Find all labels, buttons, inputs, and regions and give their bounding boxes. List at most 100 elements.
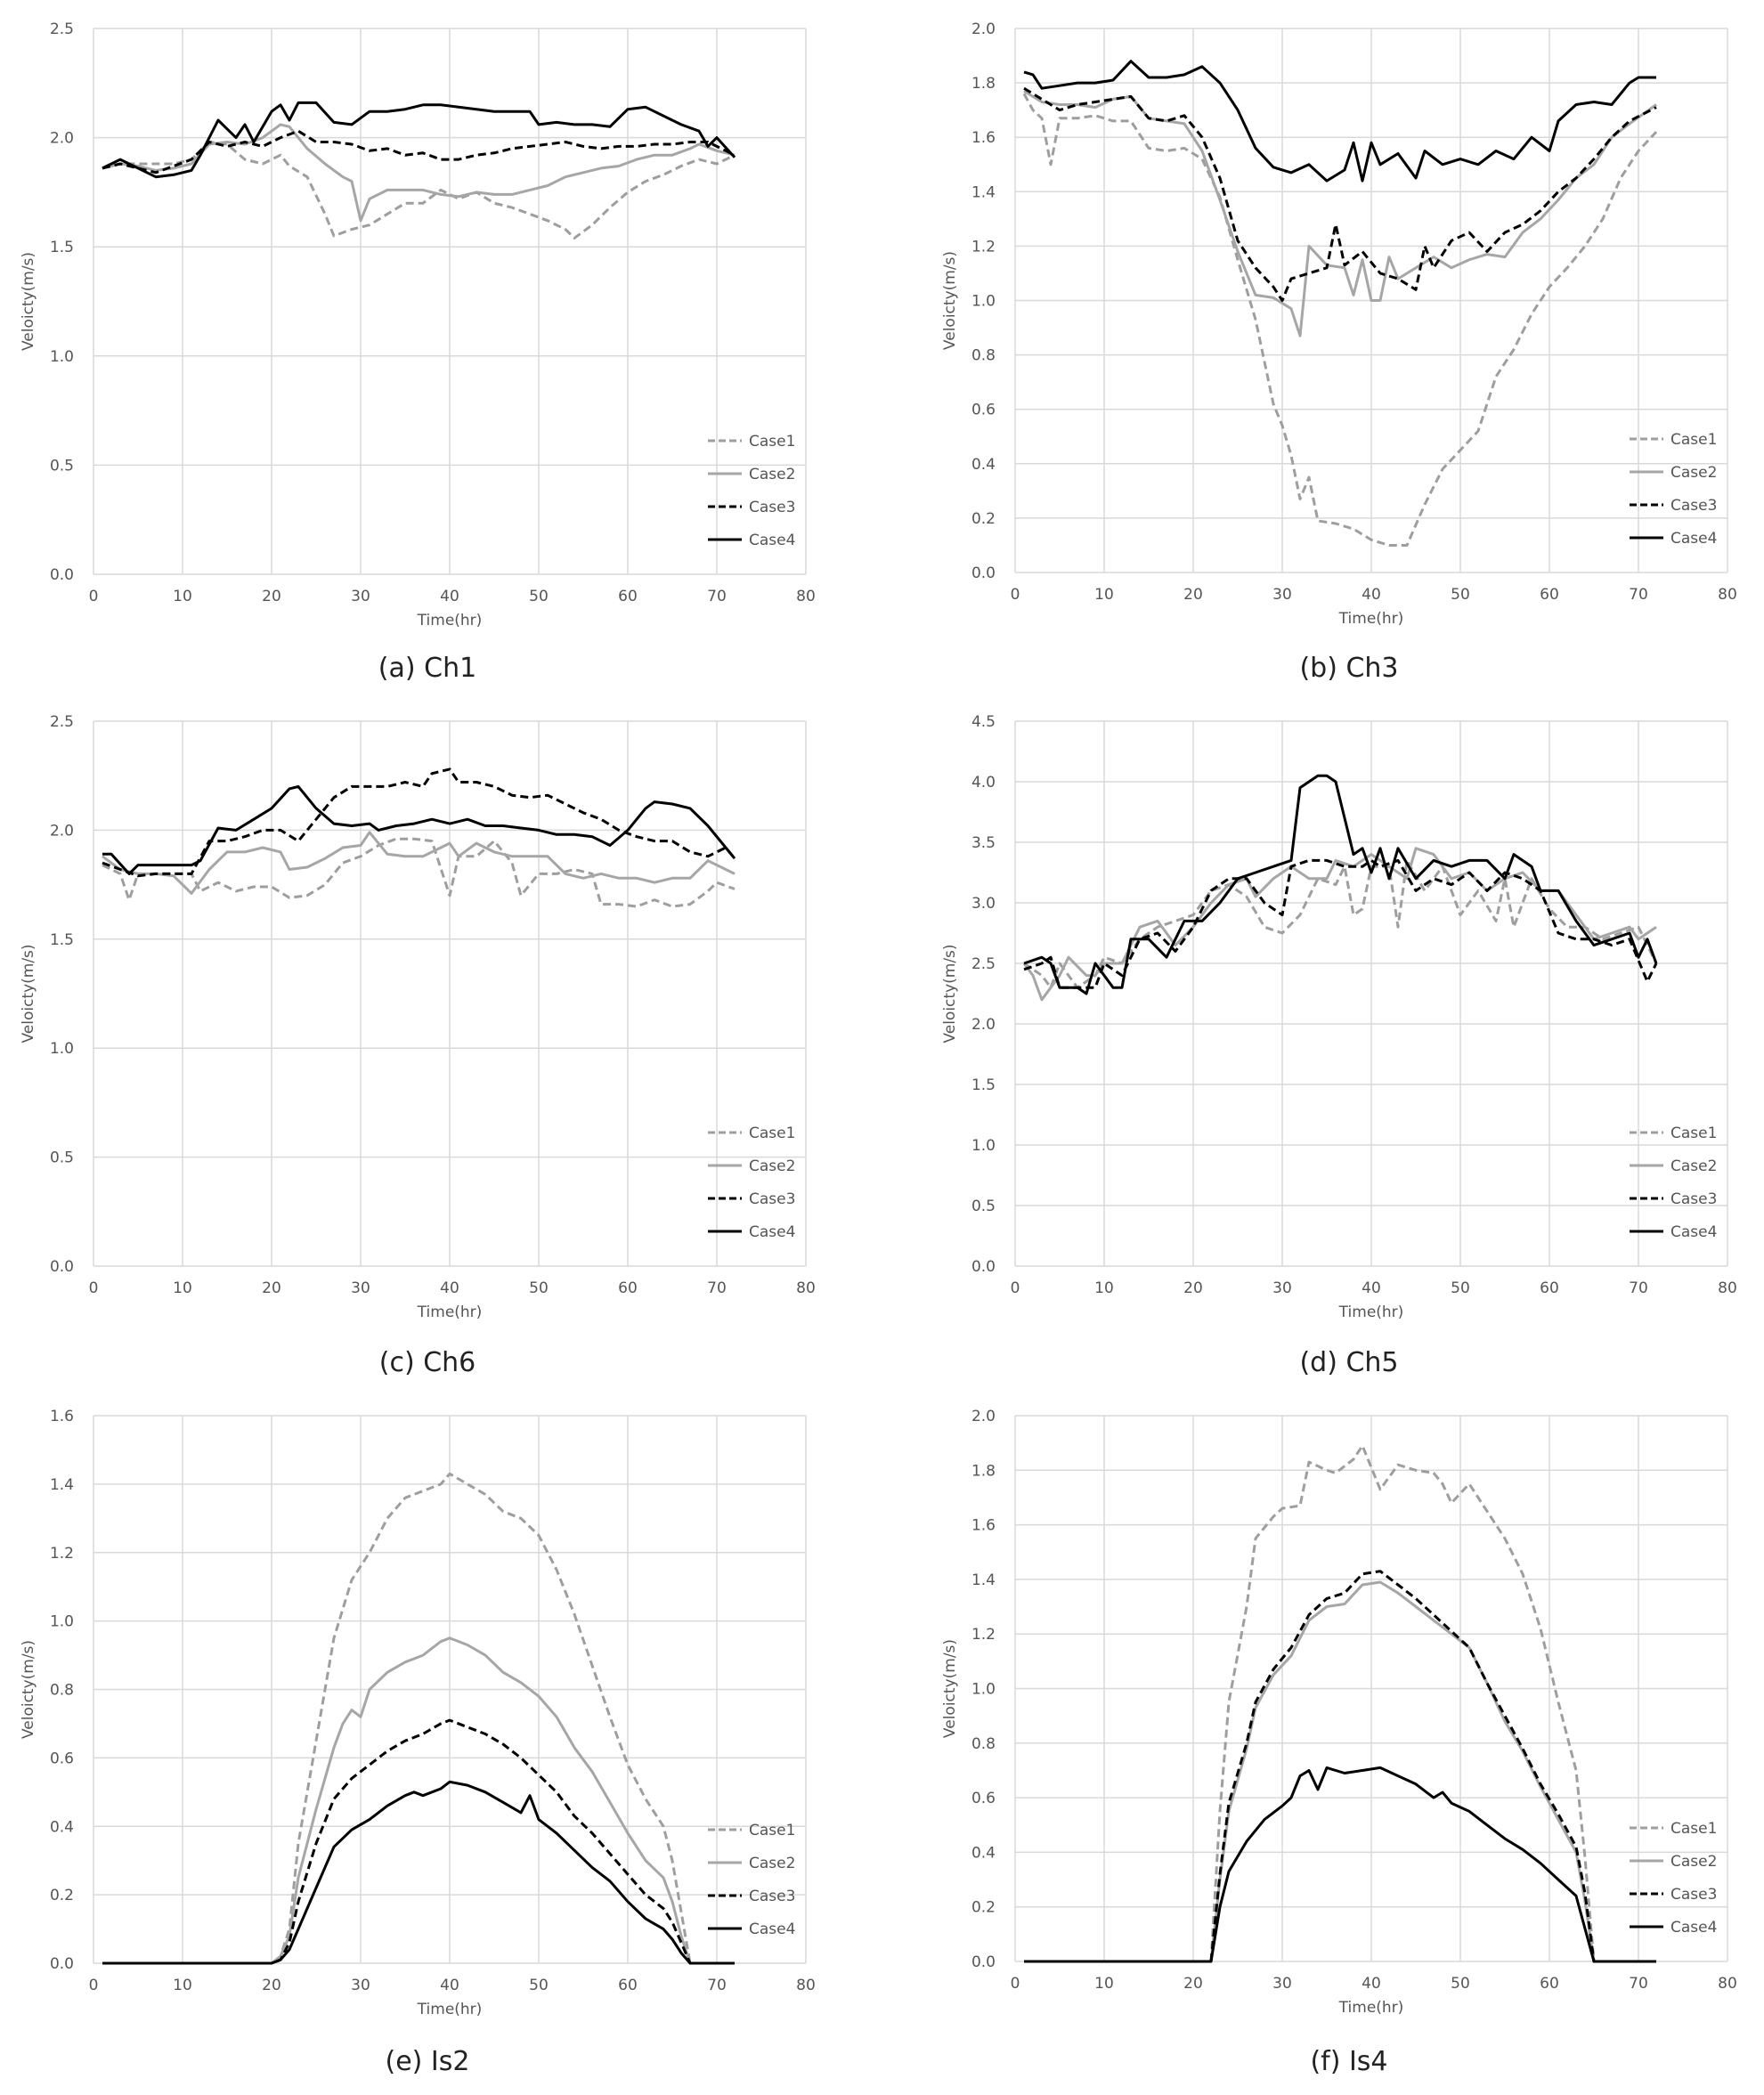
y-tick-label: 1.2 xyxy=(971,1626,996,1644)
x-tick-label: 40 xyxy=(440,1279,459,1297)
y-tick-label: 2.0 xyxy=(971,1408,996,1425)
legend-label-case3: Case3 xyxy=(749,1888,795,1905)
x-tick-label: 60 xyxy=(1540,1279,1559,1297)
x-tick-label: 0 xyxy=(1011,1279,1020,1297)
y-tick-label: 1.6 xyxy=(971,129,996,147)
y-tick-label: 0.8 xyxy=(971,347,996,365)
x-tick-label: 50 xyxy=(529,1279,549,1297)
y-tick-label: 0.4 xyxy=(971,1844,996,1862)
legend-label-case2: Case2 xyxy=(749,466,795,483)
legend-label-case3: Case3 xyxy=(1671,497,1717,515)
x-tick-label: 60 xyxy=(1540,1975,1559,1993)
y-tick-label: 1.4 xyxy=(971,183,996,201)
series-line-case1 xyxy=(102,141,736,240)
y-tick-label: 1.8 xyxy=(971,1462,996,1480)
x-tick-label: 60 xyxy=(618,1279,638,1297)
series-line-case1 xyxy=(1023,858,1658,989)
y-axis-label: Veloicty(m/s) xyxy=(941,1639,959,1738)
legend-label-case1: Case1 xyxy=(749,1822,795,1839)
y-tick-label: 4.5 xyxy=(971,713,996,731)
x-tick-label: 20 xyxy=(262,1279,281,1297)
y-tick-label: 0.5 xyxy=(971,1198,996,1215)
series-line-case2 xyxy=(1023,90,1657,337)
x-axis-label: Time(hr) xyxy=(417,612,483,629)
x-tick-label: 50 xyxy=(1451,1975,1470,1993)
x-tick-label: 80 xyxy=(1718,1279,1737,1297)
legend-label-case3: Case3 xyxy=(749,1190,795,1208)
panel-caption: (f) Is4 xyxy=(1310,2046,1387,2077)
legend-label-case1: Case1 xyxy=(1671,1125,1717,1142)
y-tick-label: 0.2 xyxy=(971,1899,996,1917)
y-tick-label: 2.5 xyxy=(50,20,74,38)
y-tick-label: 1.5 xyxy=(50,239,74,256)
y-tick-label: 0.6 xyxy=(50,1750,74,1767)
series-line-case2 xyxy=(102,1636,735,1965)
y-tick-label: 2.0 xyxy=(50,130,74,148)
x-tick-label: 80 xyxy=(1718,586,1737,604)
y-tick-label: 0.0 xyxy=(50,1955,74,1973)
x-axis-label: Time(hr) xyxy=(1338,610,1404,628)
y-tick-label: 1.0 xyxy=(971,1137,996,1155)
series-line-case4 xyxy=(102,101,736,179)
y-tick-label: 1.2 xyxy=(50,1545,74,1563)
series-line-case2 xyxy=(102,123,736,223)
y-tick-label: 1.0 xyxy=(50,1613,74,1631)
y-tick-label: 1.5 xyxy=(50,931,74,949)
chart-panel-ch1: 0 10 20 30 40 50 60 70 80 0.0 0.5 1.0 1.5 2.0 2.5 Time(… xyxy=(20,20,816,684)
y-tick-label: 1.0 xyxy=(971,293,996,311)
y-axis-label: Veloicty(m/s) xyxy=(20,252,37,351)
x-tick-label: 50 xyxy=(529,588,549,605)
y-tick-label: 1.0 xyxy=(50,348,74,366)
panel-caption: (b) Ch3 xyxy=(1299,653,1398,684)
x-tick-label: 40 xyxy=(1362,1279,1381,1297)
legend-label-case4: Case4 xyxy=(749,1920,795,1938)
series-line-case3 xyxy=(1023,858,1658,989)
legend-label-case4: Case4 xyxy=(749,532,795,549)
panel-caption: (a) Ch1 xyxy=(378,653,476,684)
x-tick-label: 40 xyxy=(1362,586,1381,604)
y-tick-label: 0.5 xyxy=(50,457,74,475)
x-tick-label: 0 xyxy=(89,1977,99,1994)
y-axis-label: Veloicty(m/s) xyxy=(20,944,37,1043)
x-tick-label: 40 xyxy=(1362,1975,1381,1993)
x-tick-label: 0 xyxy=(1011,1975,1020,1993)
y-tick-label: 1.4 xyxy=(50,1476,74,1494)
y-tick-label: 2.0 xyxy=(971,1016,996,1034)
x-tick-label: 80 xyxy=(796,1977,816,1994)
x-tick-label: 60 xyxy=(618,1977,638,1994)
x-tick-label: 20 xyxy=(1183,1279,1203,1297)
series-line-case4 xyxy=(102,784,736,875)
x-tick-label: 70 xyxy=(707,1977,727,1994)
y-tick-label: 0.2 xyxy=(971,510,996,528)
y-tick-label: 0.4 xyxy=(50,1818,74,1836)
panel-caption: (e) Is2 xyxy=(386,2046,470,2077)
series-line-case2 xyxy=(1022,847,1657,1002)
x-tick-label: 20 xyxy=(1183,586,1203,604)
y-tick-label: 4.0 xyxy=(971,774,996,792)
legend-label-case4: Case4 xyxy=(1671,1223,1717,1241)
panel-caption: (d) Ch5 xyxy=(1299,1347,1398,1378)
series-line-case4 xyxy=(1023,60,1656,183)
y-tick-label: 0.0 xyxy=(50,566,74,584)
chart-panel-ch5: 0 10 20 30 40 50 60 70 80 0.0 0.5 1.0 1.5 2.0 2.5 3.0 3.… xyxy=(941,713,1737,1378)
y-tick-label: 1.5 xyxy=(971,1076,996,1094)
legend-label-case2: Case2 xyxy=(1671,1157,1717,1175)
legend-label-case2: Case2 xyxy=(1671,1853,1717,1871)
y-tick-label: 0.8 xyxy=(971,1735,996,1753)
y-tick-label: 2.0 xyxy=(50,822,74,840)
x-tick-label: 40 xyxy=(440,588,459,605)
y-tick-label: 0.2 xyxy=(50,1887,74,1904)
x-tick-label: 30 xyxy=(1272,586,1292,604)
legend-label-case4: Case4 xyxy=(1671,1919,1717,1937)
x-tick-label: 70 xyxy=(707,588,727,605)
y-tick-label: 0.0 xyxy=(50,1258,74,1276)
legend-label-case4: Case4 xyxy=(1671,530,1717,548)
x-tick-label: 30 xyxy=(351,588,370,605)
x-tick-label: 80 xyxy=(796,588,816,605)
series-line-case3 xyxy=(102,1718,735,1965)
chart-panel-is4: 0 10 20 30 40 50 60 70 80 0.0 0.2 0.4 0.6 0.8 1.0 1.2 1.… xyxy=(941,1408,1737,2077)
series-line-case1 xyxy=(1024,1444,1656,1963)
x-tick-label: 20 xyxy=(262,588,281,605)
x-tick-label: 30 xyxy=(1272,1279,1292,1297)
